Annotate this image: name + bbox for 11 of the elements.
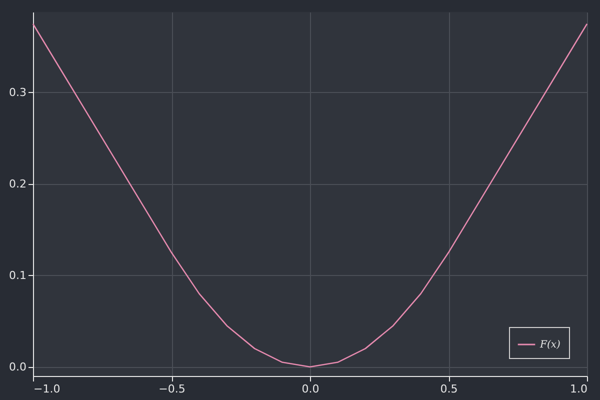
line-series (32, 23, 588, 368)
x-tick-label: 0.5 (440, 382, 458, 396)
x-tick-label: 1.0 (570, 382, 588, 396)
y-tick-label: 0.3 (9, 86, 26, 99)
x-tick-label: −1.0 (34, 382, 60, 396)
x-tick-label: −0.5 (158, 382, 186, 396)
x-tick-label: 0.0 (302, 382, 320, 396)
y-tick-label: 0.2 (9, 177, 26, 190)
y-tick-label: 0.0 (9, 360, 26, 374)
legend-label: F(x) (539, 340, 560, 350)
y-tick-label: 0.1 (9, 268, 26, 282)
